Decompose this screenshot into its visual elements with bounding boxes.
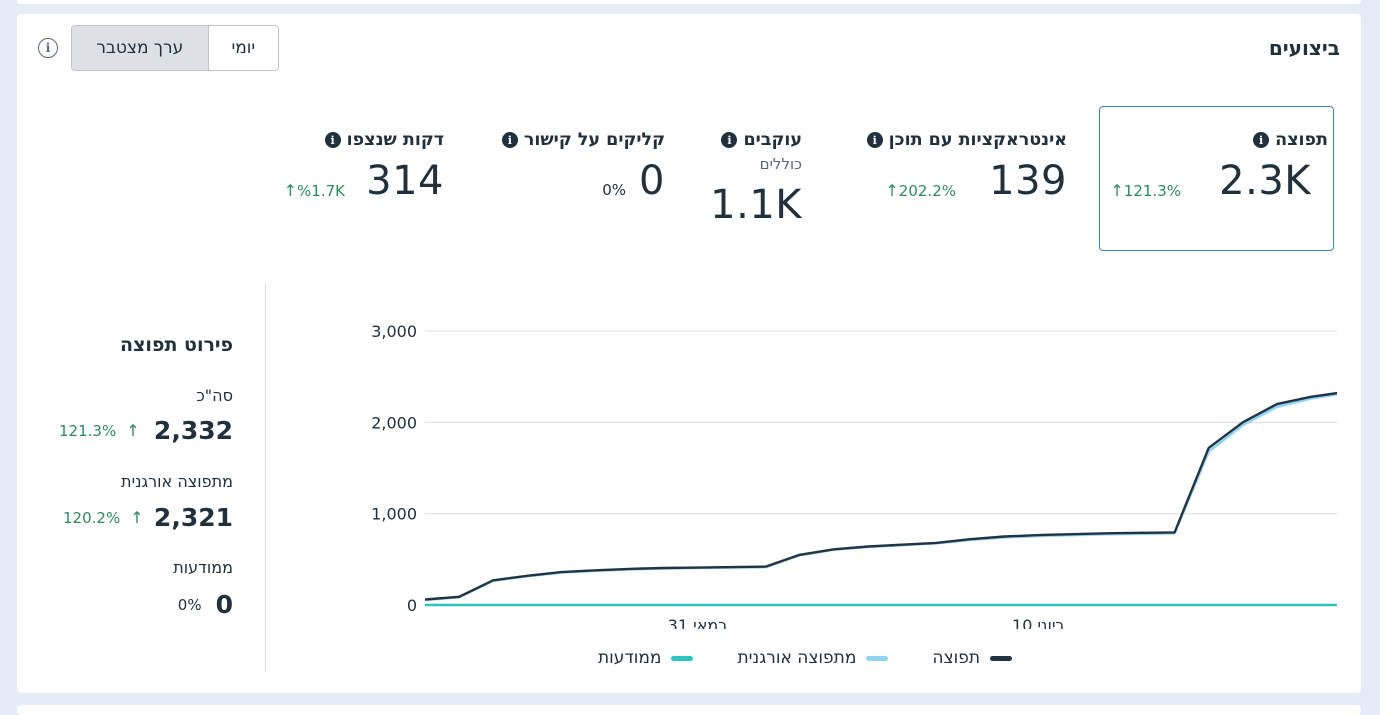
organic-series-line (424, 392, 1337, 602)
x-tick-label: 10 ביוני (1012, 616, 1065, 629)
up-arrow-icon: ↑ (283, 181, 298, 200)
metric-value: 1.1K (710, 182, 802, 228)
organic-value: 2,321 (153, 503, 233, 532)
metric-label: דקות שנצפו (346, 130, 444, 150)
info-icon[interactable]: i (324, 132, 341, 148)
metric-change: ↑202.2% (885, 181, 956, 200)
organic-label: מתפוצה אורגנית (121, 472, 233, 491)
y-tick-label: 3,000 (371, 322, 417, 341)
total-change: 121.3% ↑ (59, 421, 140, 440)
metric-reach: תפוצה i (1253, 130, 1328, 150)
ads-change: 0% (177, 595, 202, 614)
metric-interactions[interactable]: אינטראקציות עם תוכן i (866, 130, 1067, 150)
metric-label: אינטראקציות עם תוכן (888, 130, 1067, 150)
next-card-edge (17, 705, 1361, 715)
metric-label: עוקבים (743, 130, 802, 150)
cumulative-toggle-button[interactable]: ערך מצטבר (72, 26, 209, 70)
total-label: סה"כ (196, 386, 233, 405)
ads-value: 0 (215, 590, 233, 619)
x-tick-label: 31 במאי (668, 616, 728, 629)
section-divider (265, 284, 266, 672)
y-tick-label: 2,000 (371, 413, 417, 432)
chart-legend: ממודעות מתפוצה אורגנית תפוצה (598, 648, 1013, 668)
legend-item-organic[interactable]: מתפוצה אורגנית (737, 648, 889, 668)
metric-value: 0 (639, 158, 665, 204)
metric-followers[interactable]: עוקבים i (721, 130, 802, 150)
info-icon[interactable]: i (1253, 132, 1270, 148)
up-arrow-icon: ↑ (885, 181, 899, 200)
previous-card-edge (17, 0, 1361, 4)
reach-breakdown-panel: פירוט תפוצה (47, 334, 233, 356)
metric-value: 2.3K (1219, 158, 1311, 204)
daily-toggle-button[interactable]: יומי (208, 26, 278, 70)
page-title: ביצועים (1268, 36, 1340, 60)
info-icon[interactable]: i (501, 132, 518, 148)
info-icon[interactable]: i (38, 38, 58, 58)
breakdown-title: פירוט תפוצה (119, 334, 233, 356)
legend-swatch-organic (866, 655, 889, 661)
metric-label: תפוצה (1275, 130, 1328, 150)
metric-label: קליקים על קישור (523, 130, 665, 150)
up-arrow-icon: ↑ (126, 421, 140, 440)
y-tick-label: 1,000 (371, 505, 417, 524)
view-toggle: ערך מצטבר יומי (71, 25, 279, 71)
metric-value: 139 (989, 158, 1067, 204)
ads-row: 0% 0 (47, 590, 233, 619)
metric-minutes-viewed[interactable]: דקות שנצפו i (324, 130, 444, 150)
legend-item-reach[interactable]: תפוצה (932, 648, 1013, 668)
total-value: 2,332 (153, 416, 233, 445)
y-tick-label: 0 (407, 596, 417, 615)
metric-change: ↑121.3% (1110, 181, 1181, 200)
ads-label: ממודעות (173, 558, 233, 577)
legend-swatch-reach (990, 655, 1013, 661)
organic-row: 120.2% ↑ 2,321 (47, 503, 233, 532)
metric-value: 314 (366, 158, 444, 204)
performance-card: ביצועים ערך מצטבר יומי i תפוצה i 2.3K ↑12… (17, 14, 1361, 693)
metric-change: 0% (602, 181, 626, 199)
up-arrow-icon: ↑ (130, 508, 144, 527)
legend-item-ads[interactable]: ממודעות (598, 648, 694, 668)
info-icon[interactable]: i (721, 132, 738, 148)
legend-swatch-ads (671, 655, 694, 661)
metric-link-clicks[interactable]: קליקים על קישור i (501, 130, 665, 150)
info-icon[interactable]: i (866, 132, 883, 148)
up-arrow-icon: ↑ (1110, 181, 1124, 200)
total-row: 121.3% ↑ 2,332 (47, 416, 233, 445)
metric-sublabel: כוללים (759, 155, 802, 173)
metric-change: ↑%1.7K (283, 181, 345, 200)
reach-metric-card[interactable] (1099, 106, 1334, 251)
reach-series-line (424, 391, 1337, 601)
organic-change: 120.2% ↑ (63, 508, 144, 527)
